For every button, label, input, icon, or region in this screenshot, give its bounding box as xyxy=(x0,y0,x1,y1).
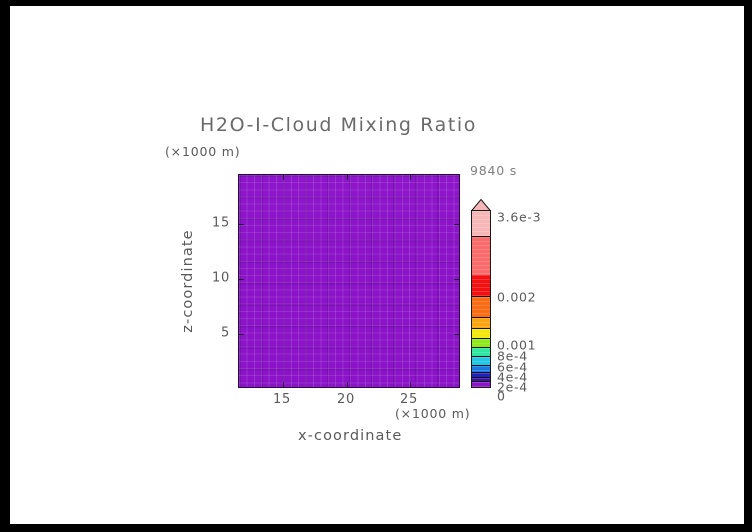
colorbar-band-striping xyxy=(472,373,490,377)
colorbar-label-7: 0 xyxy=(497,388,506,404)
colorbar-band xyxy=(472,329,490,339)
colorbar-band xyxy=(472,348,490,357)
x-tick-15-top xyxy=(283,175,284,180)
y-axis-units-label: (×1000 m) xyxy=(165,144,241,159)
colorbar-label-6: 2e-4 xyxy=(497,379,528,395)
x-axis-units-label: (×1000 m) xyxy=(395,406,471,421)
x-axis-title: x-coordinate xyxy=(298,428,403,444)
y-tick-label-5: 5 xyxy=(221,325,230,341)
colorbar-band-striping xyxy=(472,211,490,236)
y-tick-10 xyxy=(239,279,244,280)
colorbar-band xyxy=(472,237,490,275)
colorbar-band-striping xyxy=(472,329,490,338)
colorbar-label-3: 8e-4 xyxy=(497,348,528,364)
x-tick-20-top xyxy=(347,175,348,180)
colorbar-band xyxy=(472,373,490,378)
colorbar-band xyxy=(472,211,490,237)
x-tick-25 xyxy=(410,382,411,387)
timestamp-label: 9840 s xyxy=(470,163,518,178)
y-tick-label-10: 10 xyxy=(212,270,230,286)
colorbar-band xyxy=(472,378,490,382)
colorbar-band-striping xyxy=(472,339,490,347)
x-tick-25-top xyxy=(410,175,411,180)
x-tick-15 xyxy=(283,382,284,387)
colorbar-band xyxy=(472,382,490,387)
colorbar-label-2: 0.001 xyxy=(497,337,537,353)
colorbar-band xyxy=(472,357,490,366)
colorbar-band xyxy=(472,366,490,373)
y-tick-5-right xyxy=(454,334,459,335)
colorbar-label-5: 4e-4 xyxy=(497,369,528,385)
y-tick-label-15: 15 xyxy=(212,215,230,231)
colorbar-band-striping xyxy=(472,275,490,296)
x-tick-label-15: 15 xyxy=(273,392,291,407)
chart-title: H2O-I-Cloud Mixing Ratio xyxy=(200,114,478,136)
colorbar-band-striping xyxy=(472,237,490,275)
colorbar-strip xyxy=(471,210,491,388)
y-tick-10-right xyxy=(454,279,459,280)
colorbar-band xyxy=(472,318,490,329)
heatmap-plot-area[interactable] xyxy=(238,174,460,388)
model-grid-mesh xyxy=(239,175,459,387)
colorbar[interactable]: 3.6e-3 0.002 0.001 8e-4 6e-4 4e-4 2e-4 0 xyxy=(471,199,542,404)
colorbar-band-striping xyxy=(472,348,490,356)
y-axis-title: z-coordinate xyxy=(180,229,196,333)
colorbar-band xyxy=(472,275,490,297)
x-tick-label-20: 20 xyxy=(337,392,355,407)
colorbar-label-0: 3.6e-3 xyxy=(497,209,542,225)
y-tick-5 xyxy=(239,334,244,335)
x-tick-label-25: 25 xyxy=(400,392,418,407)
y-tick-15-right xyxy=(454,224,459,225)
colorbar-label-4: 6e-4 xyxy=(497,359,528,375)
field-shading xyxy=(239,175,459,387)
colorbar-band xyxy=(472,297,490,318)
x-tick-20 xyxy=(347,382,348,387)
colorbar-band xyxy=(472,339,490,348)
colorbar-band-striping xyxy=(472,297,490,317)
colorbar-label-1: 0.002 xyxy=(497,289,537,305)
colorbar-band-striping xyxy=(472,357,490,365)
y-tick-15 xyxy=(239,224,244,225)
colorbar-band-striping xyxy=(472,382,490,387)
colorbar-band-striping xyxy=(472,318,490,328)
colorbar-band-striping xyxy=(472,378,490,381)
colorbar-band-striping xyxy=(472,366,490,372)
figure-canvas: H2O-I-Cloud Mixing Ratio (×1000 m) 9840 … xyxy=(10,6,744,524)
